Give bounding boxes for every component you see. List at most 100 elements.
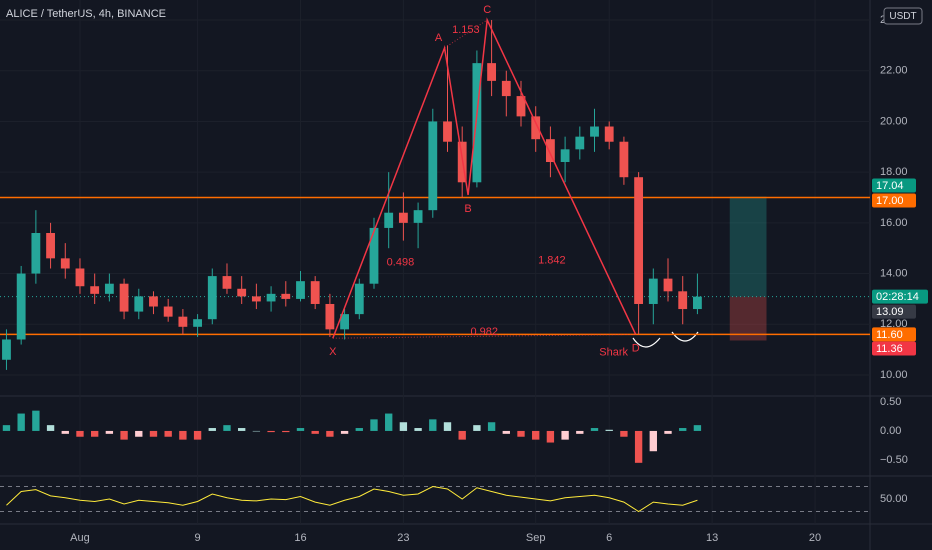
candle-body bbox=[428, 121, 438, 211]
stop-tag: 11.36 bbox=[876, 343, 903, 355]
y-tick-label: 20.00 bbox=[880, 115, 908, 127]
candle-body bbox=[119, 283, 129, 312]
candle-body bbox=[516, 96, 526, 117]
histogram-bar bbox=[370, 419, 378, 431]
x-tick-label: 16 bbox=[294, 532, 306, 544]
candle-body bbox=[2, 339, 11, 360]
bottom-curve bbox=[632, 337, 661, 348]
histogram-bar bbox=[517, 430, 525, 437]
candle-body bbox=[648, 278, 658, 304]
pattern-name: Shark bbox=[599, 346, 628, 358]
candle-body bbox=[398, 212, 408, 223]
candle-body bbox=[325, 303, 335, 330]
histogram-bar bbox=[61, 430, 69, 434]
candle-body bbox=[590, 126, 599, 137]
candle-body bbox=[222, 276, 232, 289]
histogram-bar bbox=[634, 430, 643, 463]
target-tag-box bbox=[872, 178, 916, 193]
candle-body bbox=[310, 281, 320, 304]
y-tick-label: 18.00 bbox=[880, 166, 908, 178]
candle-body bbox=[149, 296, 158, 307]
histogram-bar bbox=[252, 430, 261, 432]
candle-body bbox=[90, 286, 100, 294]
histogram-bar bbox=[590, 428, 599, 431]
candle-body bbox=[163, 306, 173, 317]
histogram-bar bbox=[458, 430, 466, 440]
histogram-bar bbox=[267, 430, 275, 433]
ratio-label: 1.842 bbox=[538, 255, 566, 267]
histogram-bar bbox=[679, 428, 687, 431]
histogram-bar bbox=[17, 413, 25, 431]
histogram-bar bbox=[46, 425, 55, 431]
stop-zone bbox=[729, 296, 767, 341]
candle-body bbox=[266, 293, 276, 302]
histogram-bar bbox=[414, 428, 422, 431]
candle-body bbox=[531, 116, 541, 140]
histogram-bar bbox=[605, 429, 613, 431]
histogram-bar bbox=[429, 419, 437, 431]
histogram-bar bbox=[105, 430, 114, 434]
pattern-point-label: A bbox=[435, 32, 443, 44]
histogram-bar bbox=[2, 425, 11, 431]
candle-body bbox=[281, 293, 291, 299]
histogram-bar bbox=[32, 410, 40, 431]
countdown-box bbox=[872, 289, 928, 304]
ratio-label: 0.982 bbox=[470, 326, 498, 338]
candle-body bbox=[663, 278, 673, 292]
level-tag: 11.60 bbox=[876, 329, 903, 341]
histogram-bar bbox=[576, 430, 584, 434]
currency: USDT bbox=[889, 11, 916, 22]
x-tick-label: Sep bbox=[526, 532, 546, 544]
ratio-label: 0.498 bbox=[387, 256, 415, 268]
histogram-bar bbox=[664, 430, 672, 434]
candle-body bbox=[487, 63, 497, 81]
histogram-bar bbox=[385, 413, 393, 431]
histogram-bar bbox=[546, 430, 555, 443]
entry-tag: 13.09 bbox=[876, 306, 904, 318]
candle-body bbox=[340, 314, 349, 330]
histogram-bar bbox=[90, 430, 99, 437]
candle-body bbox=[178, 316, 188, 327]
histogram-bar bbox=[649, 430, 657, 452]
y-tick-label: 14.00 bbox=[880, 267, 908, 279]
histogram-bar bbox=[502, 430, 510, 434]
histogram-bar bbox=[340, 430, 349, 434]
level-tag-box bbox=[872, 193, 916, 208]
candle-body bbox=[104, 283, 114, 294]
histogram-bar bbox=[164, 430, 172, 437]
histogram-bar bbox=[135, 430, 143, 437]
candle-body bbox=[575, 136, 585, 150]
level-tag: 17.00 bbox=[876, 195, 904, 207]
candle-body bbox=[60, 258, 70, 269]
x-tick-label: 6 bbox=[606, 532, 612, 544]
histogram-bar bbox=[296, 428, 305, 431]
histogram-bar bbox=[208, 428, 216, 431]
candle-body bbox=[693, 296, 702, 310]
target-tag: 17.04 bbox=[876, 180, 904, 192]
pattern-point-label: X bbox=[329, 346, 337, 358]
y-tick-label: 0.00 bbox=[880, 425, 901, 437]
x-tick-label: 23 bbox=[397, 532, 409, 544]
candle-body bbox=[501, 80, 511, 97]
histogram-bar bbox=[179, 430, 187, 440]
candle-body bbox=[413, 210, 423, 223]
pattern-point-label: C bbox=[483, 4, 491, 16]
target-zone bbox=[729, 196, 767, 297]
ratio-line bbox=[444, 19, 488, 49]
currency-box bbox=[883, 7, 923, 25]
pattern-line bbox=[332, 17, 637, 339]
candle-body bbox=[604, 126, 614, 142]
histogram-bar bbox=[693, 425, 702, 431]
histogram-bar bbox=[149, 430, 158, 437]
countdown: 02:28:14 bbox=[876, 291, 919, 303]
histogram-bar bbox=[311, 430, 319, 434]
candle-body bbox=[369, 227, 379, 284]
histogram-bar bbox=[532, 430, 540, 440]
candle-body bbox=[75, 268, 85, 287]
candle-body bbox=[354, 283, 364, 315]
candle-body bbox=[619, 141, 629, 178]
candle-body bbox=[384, 212, 394, 228]
candle-body bbox=[193, 319, 202, 327]
histogram-bar bbox=[620, 430, 628, 437]
